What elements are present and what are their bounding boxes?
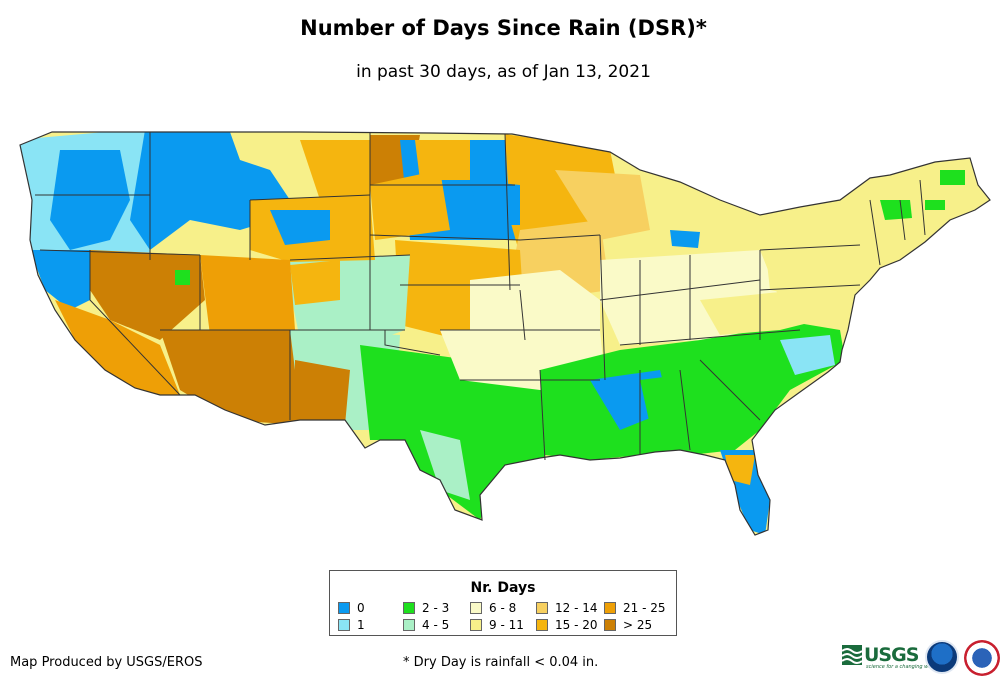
- usgs-wave-icon: [842, 645, 862, 665]
- legend-item-8: 21 - 25: [604, 601, 666, 615]
- legend-swatch: [338, 602, 350, 614]
- legend-label: > 25: [623, 618, 653, 632]
- legend-label: 9 - 11: [489, 618, 524, 632]
- legend-swatch: [403, 602, 415, 614]
- map-credit: Map Produced by USGS/EROS: [10, 655, 203, 670]
- legend-label: 2 - 3: [422, 601, 450, 615]
- legend-item-9: > 25: [604, 618, 652, 632]
- legend-label: 4 - 5: [422, 618, 450, 632]
- legend-item-6: 12 - 14: [536, 601, 598, 615]
- legend-label: 15 - 20: [555, 618, 598, 632]
- nws-logo-icon: [964, 640, 1000, 676]
- noaa-logo-icon: [925, 640, 959, 674]
- legend-swatch: [470, 619, 482, 631]
- legend-swatch: [338, 619, 350, 631]
- usgs-tagline: science for a changing world: [866, 664, 938, 670]
- legend-item-2: 2 - 3: [403, 601, 449, 615]
- legend-item-5: 9 - 11: [470, 618, 524, 632]
- legend-swatch: [604, 602, 616, 614]
- legend-item-0: 0: [338, 601, 365, 615]
- legend-item-4: 6 - 8: [470, 601, 516, 615]
- legend-swatch: [403, 619, 415, 631]
- usgs-logo-text: USGS: [864, 644, 919, 666]
- legend-swatch: [536, 619, 548, 631]
- legend-swatch: [536, 602, 548, 614]
- legend-label: 0: [357, 601, 365, 615]
- agency-logos: USGS science for a changing world: [842, 638, 1002, 680]
- legend-swatch: [470, 602, 482, 614]
- legend-swatch: [604, 619, 616, 631]
- legend-box: Nr. Days 0 1 2 - 3 4 - 5 6 - 8 9 - 11 12…: [329, 570, 677, 636]
- map-title: Number of Days Since Rain (DSR)*: [300, 16, 707, 40]
- state-borders: [19, 131, 991, 536]
- usgs-logo: USGS: [842, 644, 919, 666]
- legend-label: 6 - 8: [489, 601, 517, 615]
- legend-label: 12 - 14: [555, 601, 598, 615]
- legend-label: 1: [357, 618, 365, 632]
- legend-item-1: 1: [338, 618, 365, 632]
- map-subtitle: in past 30 days, as of Jan 13, 2021: [356, 62, 651, 82]
- legend-item-3: 4 - 5: [403, 618, 449, 632]
- dry-day-note: * Dry Day is rainfall < 0.04 in.: [403, 655, 599, 670]
- legend-label: 21 - 25: [623, 601, 666, 615]
- legend-title: Nr. Days: [470, 580, 536, 596]
- legend-item-7: 15 - 20: [536, 618, 598, 632]
